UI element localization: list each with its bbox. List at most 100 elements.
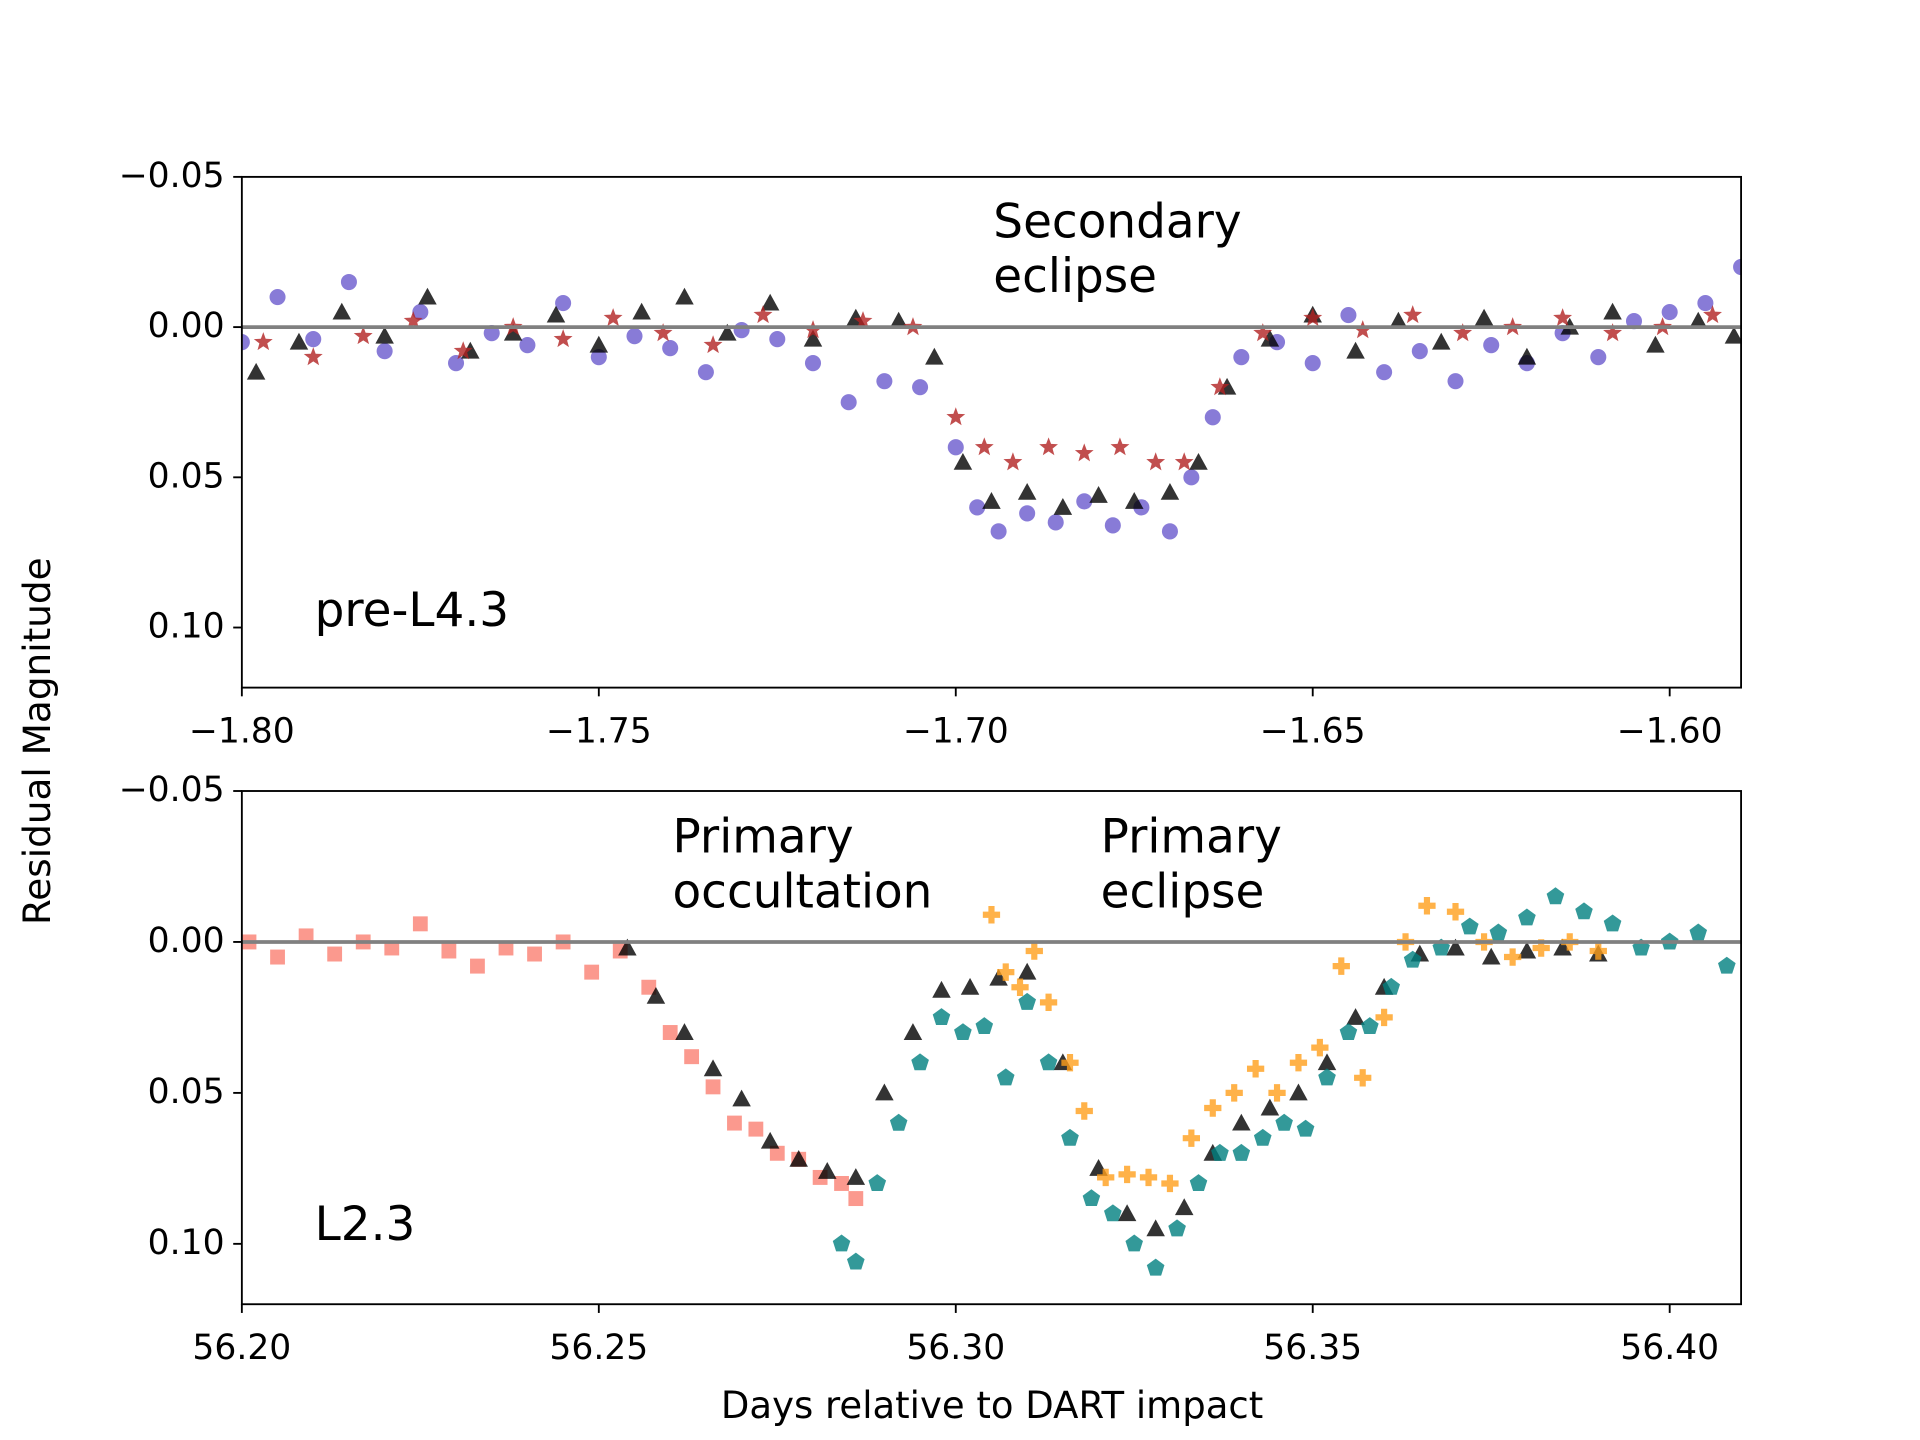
data-point	[748, 1121, 764, 1137]
data-point	[453, 341, 473, 360]
data-point	[1061, 1128, 1079, 1146]
data-point	[1318, 1068, 1336, 1086]
data-point	[889, 1113, 908, 1131]
data-point	[853, 311, 873, 330]
data-point	[732, 1089, 751, 1107]
data-point	[1232, 1113, 1251, 1131]
y-tick-label: −0.05	[119, 770, 225, 810]
data-point	[1003, 452, 1023, 471]
data-point	[246, 362, 266, 380]
data-point	[1260, 1098, 1280, 1116]
data-point	[1375, 1008, 1393, 1027]
data-point	[1389, 311, 1408, 329]
data-point	[1210, 377, 1230, 396]
data-point	[1161, 1174, 1179, 1193]
data-point	[618, 938, 637, 956]
data-point	[1104, 1204, 1122, 1222]
data-point	[1076, 493, 1093, 510]
data-point	[989, 968, 1008, 986]
data-point	[519, 337, 536, 354]
x-tick-label: 56.35	[1263, 1328, 1362, 1368]
plot-area	[241, 258, 1742, 540]
data-point	[1546, 887, 1565, 905]
data-point	[789, 1149, 808, 1167]
data-point	[1211, 1143, 1229, 1161]
data-point	[1625, 312, 1643, 330]
data-point	[974, 437, 994, 456]
x-tick-label: −1.65	[1260, 711, 1366, 751]
data-point	[804, 355, 822, 372]
data-point	[1311, 1038, 1329, 1057]
data-point	[1483, 337, 1500, 354]
data-point	[632, 302, 651, 320]
data-point	[675, 1023, 694, 1040]
data-point	[1289, 1083, 1308, 1101]
data-point	[1018, 992, 1037, 1010]
data-point	[1275, 1113, 1293, 1131]
data-point	[1075, 1102, 1093, 1120]
annotation: Primary	[1101, 809, 1282, 864]
annotation: occultation	[672, 864, 932, 919]
data-point	[718, 323, 737, 341]
data-point	[1017, 482, 1037, 500]
data-point	[1346, 1008, 1365, 1025]
data-point	[590, 349, 607, 366]
data-point	[527, 946, 542, 962]
data-point	[298, 928, 314, 944]
data-point	[1304, 355, 1321, 372]
data-point	[1724, 326, 1742, 344]
data-point	[1474, 308, 1494, 326]
data-point	[1253, 1128, 1272, 1146]
data-point	[653, 323, 673, 342]
data-point	[1161, 523, 1178, 540]
data-point	[269, 288, 286, 306]
data-point	[1481, 947, 1501, 965]
data-point	[470, 958, 485, 974]
x-tick-label: −1.75	[546, 711, 652, 751]
data-point	[697, 364, 714, 381]
data-point	[1104, 517, 1121, 534]
data-point	[953, 452, 973, 470]
data-point	[848, 1191, 864, 1207]
data-point	[997, 963, 1015, 981]
data-point	[1204, 409, 1221, 426]
data-point	[1446, 903, 1465, 921]
data-point	[1296, 1119, 1315, 1137]
y-tick-label: 0.05	[148, 1072, 225, 1112]
data-point	[1532, 939, 1550, 957]
data-point	[1174, 452, 1194, 471]
data-point	[584, 964, 600, 980]
data-point	[684, 1049, 700, 1065]
data-point	[1376, 364, 1393, 381]
data-point	[1688, 311, 1708, 329]
data-point	[1146, 1219, 1165, 1237]
data-point	[1110, 437, 1130, 456]
data-point	[1460, 917, 1479, 935]
data-point	[932, 1008, 951, 1025]
data-point	[912, 379, 929, 396]
data-point	[1332, 957, 1350, 975]
data-point	[960, 977, 980, 995]
data-point	[412, 916, 428, 932]
data-point	[603, 308, 623, 327]
data-point	[675, 287, 694, 305]
data-point	[1733, 258, 1742, 276]
data-point	[1411, 343, 1428, 360]
data-point	[1303, 308, 1323, 327]
data-point	[982, 906, 1001, 924]
data-point	[760, 293, 780, 311]
y-tick-label: 0.10	[148, 1223, 225, 1263]
data-point	[1703, 305, 1722, 324]
data-point	[1146, 452, 1166, 471]
data-point	[1354, 1069, 1372, 1087]
annotation: eclipse	[993, 249, 1157, 304]
data-point	[1403, 950, 1422, 968]
x-tick-label: 56.25	[549, 1328, 648, 1368]
data-point	[1289, 1053, 1308, 1072]
data-point	[626, 328, 643, 345]
data-point	[1418, 897, 1436, 915]
x-tick-label: 56.30	[906, 1328, 1005, 1368]
data-point	[270, 949, 285, 965]
data-point	[483, 325, 500, 342]
